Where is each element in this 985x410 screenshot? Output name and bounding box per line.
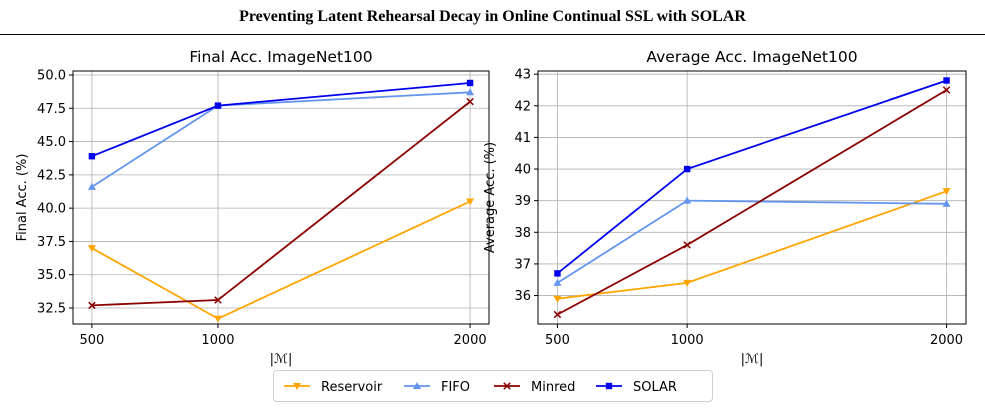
data-point-minred [553, 310, 562, 319]
legend-item-solar: SOLAR [596, 380, 677, 395]
y-tick-label: 40.0 [37, 202, 66, 217]
data-point-solar [683, 165, 691, 173]
data-point-solar [466, 79, 474, 87]
chart-1: 32.5 35.0 37.5 40.0 42.5 45.0 47.5 50.0 500 1000 2… [15, 48, 490, 367]
legend-item-reservoir: Reservoir [284, 380, 383, 395]
series-solar [554, 77, 950, 277]
y-tick-label: 41 [514, 131, 531, 146]
data-point-fifo [466, 88, 475, 96]
series-reservoir [553, 188, 951, 303]
legend-marker [413, 382, 421, 389]
y-tick-label: 50.0 [37, 68, 66, 83]
series-fifo [553, 196, 951, 286]
header-rule [0, 34, 985, 35]
y-tick-label: 32.5 [37, 302, 66, 317]
legend-label: FIFO [441, 380, 470, 395]
data-point-solar [88, 153, 96, 160]
data-point-solar [943, 77, 950, 84]
x-tick-label: 2000 [454, 333, 487, 348]
series-line-reservoir [91, 200, 471, 320]
x-tick-label: 2000 [930, 333, 963, 348]
x-axis-label: |ℳ| [741, 352, 764, 367]
series-reservoir [87, 198, 475, 323]
series-line-fifo [91, 91, 471, 188]
data-point-reservoir [683, 279, 692, 287]
plot-frame [72, 70, 490, 325]
chart-title: Final Acc. ImageNet100 [189, 48, 372, 66]
series-minred [553, 86, 951, 319]
legend-canvas: Reservoir FIFO Minred SOLAR [284, 380, 677, 395]
y-tick-label: 43 [514, 68, 531, 83]
y-tick-label: 42.5 [37, 168, 66, 183]
legend-label: Reservoir [321, 380, 383, 395]
data-point-reservoir [466, 198, 475, 206]
data-point-fifo [87, 182, 96, 190]
data-point-reservoir [213, 315, 222, 323]
data-point-solar [214, 102, 222, 109]
y-tick-label: 37.5 [37, 235, 66, 250]
legend-label: SOLAR [633, 380, 677, 395]
page-title: Preventing Latent Rehearsal Decay in Onl… [239, 8, 746, 25]
legend-item-minred: Minred [494, 380, 575, 395]
legend-label: Minred [531, 380, 575, 395]
series-line-solar [556, 79, 947, 275]
y-tick-label: 40 [514, 163, 531, 178]
data-point-reservoir [87, 245, 96, 253]
y-tick-label: 37 [514, 257, 531, 272]
y-axis-label: Final Acc. (%) [15, 154, 30, 242]
y-axis-label: Average Acc. (%) [483, 142, 498, 253]
data-point-minred [214, 296, 222, 304]
chart-2: 36 37 38 39 40 41 42 43 500 1000 2000 Average Acc. … [483, 48, 967, 367]
data-point-minred [683, 241, 691, 249]
legend-item-fifo: FIFO [404, 380, 470, 395]
legend-marker [605, 382, 613, 390]
x-tick-label: 500 [545, 333, 570, 348]
y-tick-label: 42 [514, 99, 531, 114]
chart-title: Average Acc. ImageNet100 [646, 48, 857, 66]
series-solar [88, 79, 474, 160]
data-point-minred [88, 301, 96, 310]
plot-frame [537, 70, 967, 325]
y-tick-label: 47.5 [37, 102, 66, 117]
x-axis-label: |ℳ| [270, 352, 293, 367]
legend: Reservoir FIFO Minred SOLAR [273, 370, 713, 402]
legend-marker [503, 382, 511, 390]
y-tick-label: 45.0 [37, 135, 66, 150]
data-point-fifo [553, 278, 562, 286]
series-minred [88, 97, 474, 310]
data-point-reservoir [553, 295, 562, 303]
x-tick-label: 1000 [671, 333, 704, 348]
page-header: Preventing Latent Rehearsal Decay in Onl… [0, 0, 985, 40]
legend-marker [293, 383, 301, 390]
data-point-solar [554, 270, 561, 277]
y-tick-label: 38 [514, 226, 531, 241]
data-point-minred [466, 97, 474, 106]
x-tick-label: 1000 [201, 333, 234, 348]
y-tick-label: 35.0 [37, 268, 66, 283]
y-tick-label: 36 [514, 289, 531, 304]
data-point-minred [942, 86, 951, 94]
data-point-fifo [683, 196, 692, 204]
series-line-fifo [556, 199, 947, 284]
x-tick-label: 500 [79, 333, 104, 348]
y-tick-label: 39 [514, 194, 531, 209]
data-point-fifo [942, 199, 951, 207]
data-point-reservoir [942, 188, 951, 196]
